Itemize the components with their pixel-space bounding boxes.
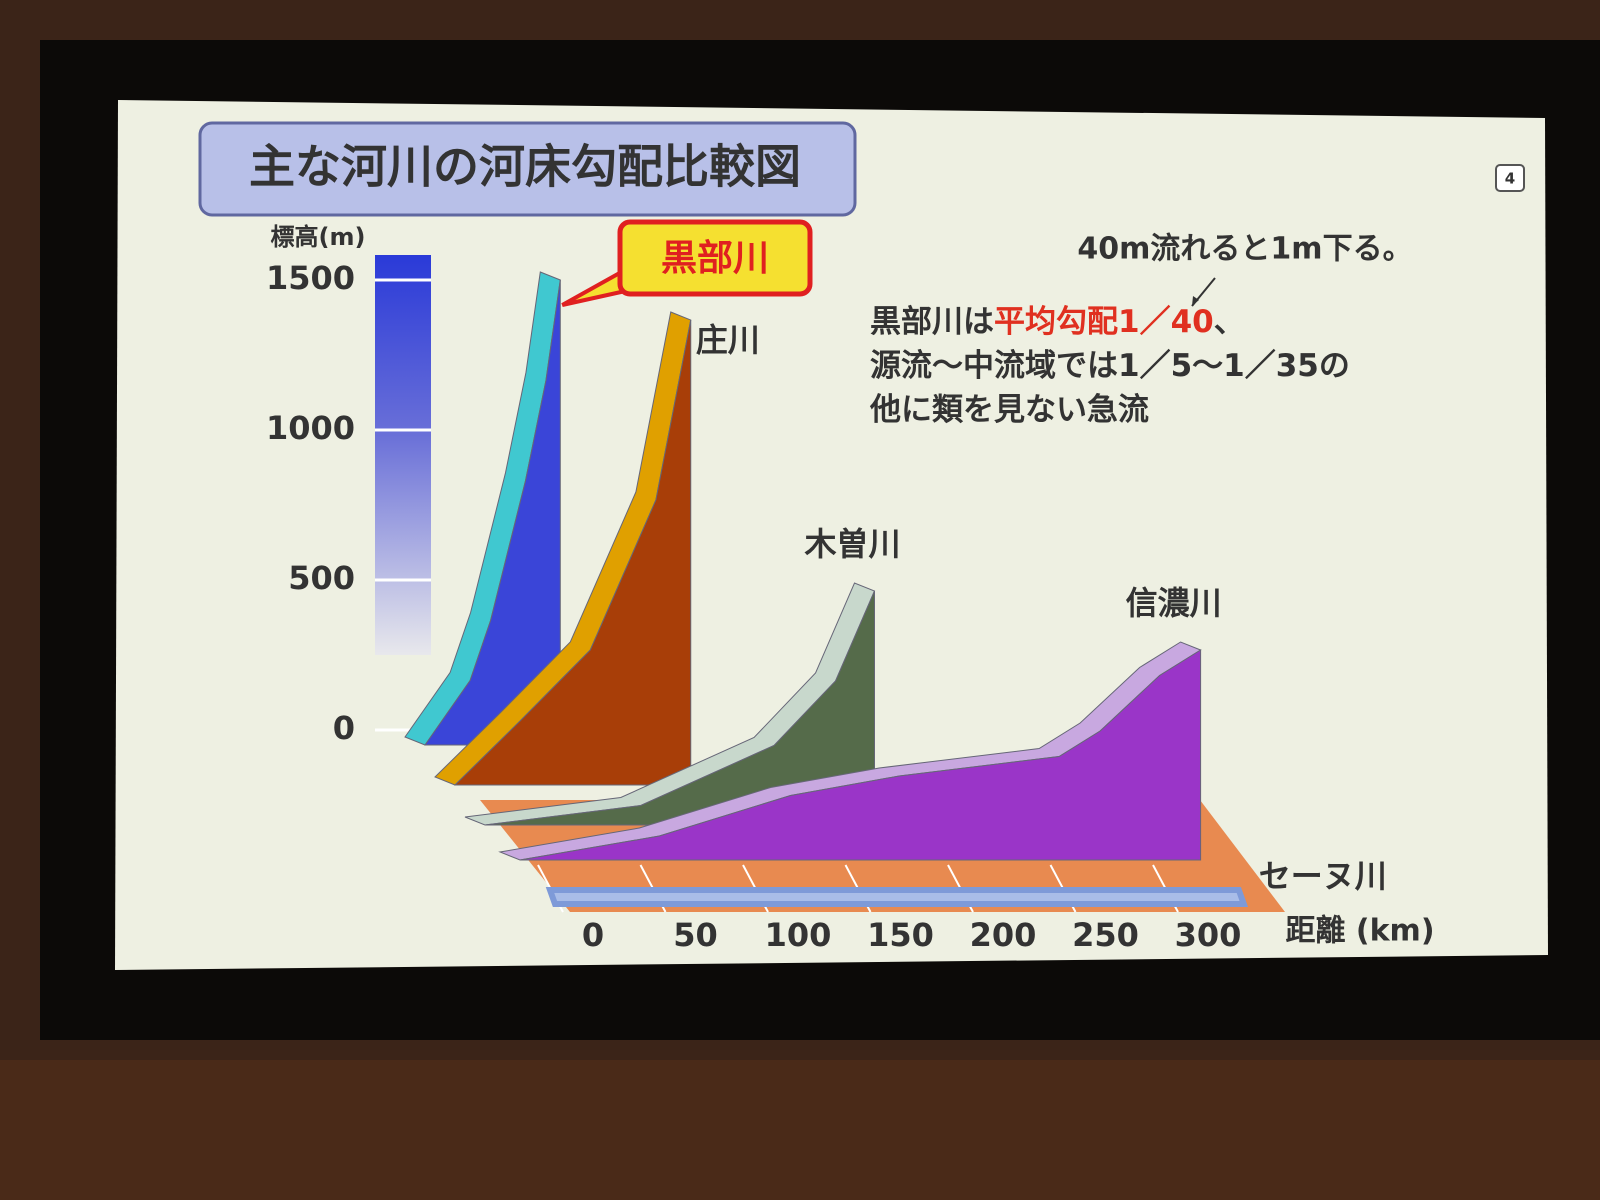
- river-area: [519, 649, 1202, 861]
- y-tick-label: 1000: [266, 409, 355, 447]
- x-tick-label: 0: [582, 916, 604, 954]
- series-label: 庄川: [696, 321, 760, 359]
- series-label: セーヌ川: [1259, 857, 1387, 895]
- note-highlight: 平均勾配1／40: [994, 304, 1214, 340]
- x-axis-label: 距離 (km): [1285, 914, 1434, 949]
- callout-pointer: [561, 268, 631, 307]
- note-text: 、: [1213, 304, 1245, 340]
- annotation: 40m流れると1m下る。: [1077, 232, 1412, 267]
- x-tick-label: 100: [765, 916, 832, 954]
- y-axis-label: 標高(m): [271, 223, 366, 251]
- y-tick-label: 0: [333, 709, 355, 747]
- note-text: 黒部川は: [870, 304, 994, 340]
- x-tick-label: 50: [673, 916, 718, 954]
- y-tick-label: 500: [288, 559, 355, 597]
- x-tick-label: 200: [970, 916, 1037, 954]
- series-label: 信濃川: [1126, 584, 1222, 622]
- page-number: 4: [1505, 170, 1515, 188]
- note-line: 源流～中流域では1／5～1／35の: [870, 344, 1350, 388]
- note: 黒部川は平均勾配1／40、 源流～中流域では1／5～1／35の 他に類を見ない急…: [870, 300, 1350, 432]
- y-tick-label: 1500: [266, 259, 355, 297]
- x-tick-label: 300: [1175, 916, 1242, 954]
- series-label: 木曽川: [804, 525, 901, 563]
- annotation-arrow-head: [1192, 296, 1199, 306]
- desk: [0, 1060, 1600, 1200]
- note-text: 他に類を見ない急流: [870, 392, 1149, 428]
- x-tick-label: 150: [867, 916, 934, 954]
- chart-title: 主な河川の河床勾配比較図: [249, 140, 801, 194]
- river-bar: [545, 887, 1249, 907]
- x-tick-label: 250: [1072, 916, 1139, 954]
- note-line: 黒部川は平均勾配1／40、: [870, 300, 1350, 344]
- note-line: 他に類を見ない急流: [870, 388, 1350, 432]
- elevation-bar: [375, 255, 431, 655]
- series-label: 黒部川: [661, 238, 769, 279]
- plot: 0 500 1000 1500 0 50 100 150 200 250 300 黒部川庄川木曽川信濃…: [266, 219, 1387, 954]
- page-number-box: [1495, 164, 1525, 192]
- title-box: [198, 121, 857, 217]
- callout-box: [617, 219, 813, 297]
- note-text: 源流～中流域では1／5～1／35の: [870, 348, 1350, 384]
